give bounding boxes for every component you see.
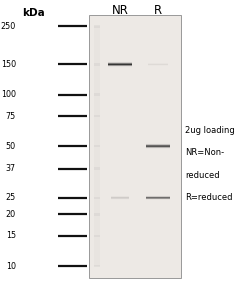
Bar — [94, 115, 100, 117]
Bar — [94, 98, 100, 104]
Bar — [94, 248, 100, 254]
Bar — [94, 265, 100, 267]
Bar — [94, 134, 100, 140]
Text: 37: 37 — [6, 164, 16, 173]
Text: 20: 20 — [6, 210, 16, 219]
Bar — [94, 25, 100, 28]
Text: 250: 250 — [1, 22, 16, 31]
Bar — [94, 224, 100, 230]
Bar — [94, 116, 100, 122]
Bar — [94, 122, 100, 128]
Bar — [94, 86, 100, 92]
Text: 150: 150 — [1, 60, 16, 69]
Text: reduced: reduced — [185, 171, 220, 180]
Bar — [94, 93, 100, 96]
Bar — [94, 254, 100, 260]
Bar — [94, 44, 100, 50]
Bar — [94, 92, 100, 98]
Bar — [89, 15, 181, 278]
Bar — [94, 170, 100, 176]
Text: R: R — [154, 4, 162, 17]
Text: 75: 75 — [6, 112, 16, 121]
Bar — [94, 194, 100, 200]
Bar — [94, 32, 100, 38]
Text: 100: 100 — [1, 90, 16, 99]
Bar — [94, 38, 100, 44]
Bar — [94, 128, 100, 134]
Bar — [94, 212, 100, 218]
Bar — [94, 63, 100, 66]
Text: 15: 15 — [6, 231, 16, 240]
Text: kDa: kDa — [22, 8, 44, 19]
Text: 25: 25 — [6, 194, 16, 202]
Bar — [94, 146, 100, 152]
Bar — [94, 236, 100, 242]
Bar — [94, 164, 100, 170]
Bar — [94, 68, 100, 74]
Bar — [94, 176, 100, 182]
Text: R=reduced: R=reduced — [185, 193, 233, 202]
Text: NR=Non-: NR=Non- — [185, 148, 224, 157]
Bar — [94, 218, 100, 224]
Bar — [94, 206, 100, 212]
Bar — [94, 56, 100, 62]
Bar — [94, 188, 100, 194]
Bar — [94, 74, 100, 80]
Bar — [94, 260, 100, 266]
Bar — [94, 110, 100, 116]
Bar — [94, 182, 100, 188]
Bar — [94, 104, 100, 110]
Bar — [94, 145, 100, 148]
Bar — [94, 50, 100, 56]
Text: 2ug loading: 2ug loading — [185, 126, 235, 135]
Bar — [94, 158, 100, 164]
Text: NR: NR — [112, 4, 128, 17]
Bar — [94, 62, 100, 68]
Bar — [94, 140, 100, 146]
Bar — [94, 242, 100, 248]
Text: 50: 50 — [6, 142, 16, 151]
Bar — [94, 213, 100, 216]
Bar — [94, 200, 100, 206]
Bar — [94, 80, 100, 86]
Bar — [94, 235, 100, 237]
Bar — [94, 26, 100, 32]
Bar — [94, 197, 100, 199]
Bar — [94, 152, 100, 158]
Text: 10: 10 — [6, 262, 16, 271]
Bar — [94, 230, 100, 236]
Bar — [94, 167, 100, 170]
